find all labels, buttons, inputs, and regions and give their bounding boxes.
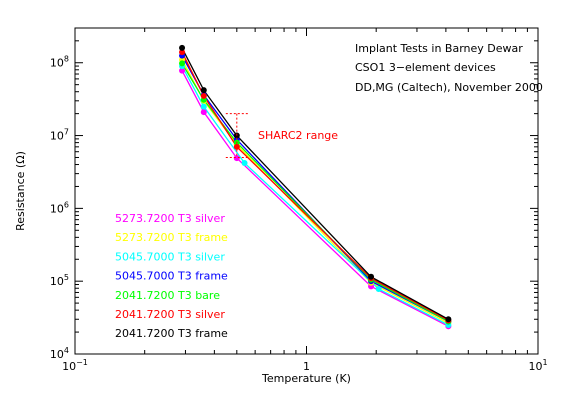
series-1-point (200, 109, 207, 116)
legend-entry: 5273.7200 T3 silver (115, 212, 225, 225)
series-3-point (241, 159, 248, 166)
series-3-point (200, 103, 207, 110)
series-6-point (200, 92, 207, 99)
legend-entry: 2041.7200 T3 silver (115, 308, 225, 321)
tick-labels: 10−1 1 101 104 105 106 107 108 (50, 55, 548, 373)
sharc2-range-marker (225, 113, 248, 158)
legend-entry: 2041.7200 T3 bare (115, 289, 220, 302)
x-tick-label: 1 (303, 360, 310, 373)
series-1-point (179, 67, 186, 74)
series-7-point (445, 316, 452, 323)
x-tick-label: 101 (528, 358, 547, 373)
y-tick-label: 107 (50, 128, 69, 143)
series-3-point (375, 286, 382, 293)
sharc2-range-label: SHARC2 range (258, 129, 338, 142)
legend-entry: 5045.7000 T3 silver (115, 250, 225, 263)
y-tick-label: 106 (50, 200, 69, 215)
series-7-point (368, 273, 375, 280)
annotation-line-3: DD,MG (Caltech), November 2000 (355, 81, 543, 94)
series-7-point (200, 87, 207, 94)
y-tick-label: 104 (50, 346, 69, 361)
legend-entry: 2041.7200 T3 frame (115, 327, 228, 340)
legend-entry: 5273.7200 T3 frame (115, 231, 228, 244)
x-tick-label: 10−1 (62, 358, 88, 373)
x-axis-label: Temperature (K) (261, 372, 351, 385)
series-5-point (179, 60, 186, 67)
axis-ticks (74, 27, 538, 355)
annotation-line-2: CSO1 3−element devices (355, 61, 496, 74)
annotation-line-1: Implant Tests in Barney Dewar (355, 42, 523, 55)
y-tick-label: 108 (50, 55, 69, 70)
y-tick-label: 105 (50, 273, 69, 288)
series-6-point (179, 49, 186, 56)
y-axis-label: Resistance (Ω) (14, 151, 27, 231)
series-7-point (179, 44, 186, 51)
legend: 5273.7200 T3 silver 5273.7200 T3 frame 504… (115, 212, 228, 340)
plot-frame (74, 27, 539, 355)
legend-entry: 5045.7000 T3 frame (115, 270, 228, 283)
series-1-point (233, 155, 240, 162)
